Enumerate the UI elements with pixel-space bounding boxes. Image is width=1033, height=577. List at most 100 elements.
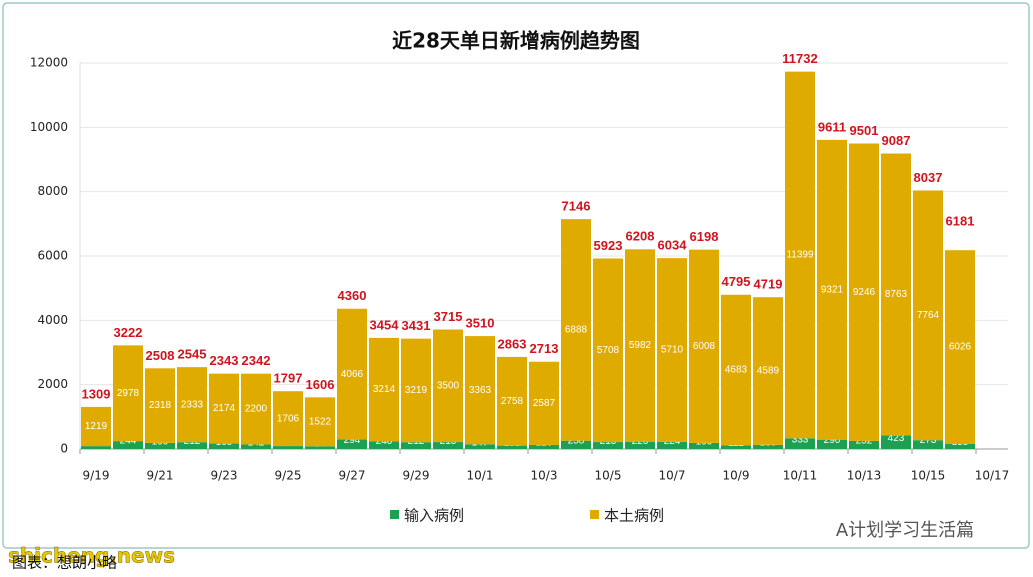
bar-segment: [529, 361, 559, 445]
bar-segment: [593, 442, 623, 449]
inner-label: 9246: [853, 287, 876, 298]
y-tick-label: 8000: [37, 184, 68, 198]
bar-segment: [785, 71, 815, 439]
total-label: 6181: [946, 214, 975, 229]
inner-label: 3219: [405, 385, 428, 396]
total-label: 9087: [882, 133, 911, 148]
total-label: 1797: [274, 371, 303, 386]
inner-label: 2200: [245, 404, 268, 415]
bar-segment: [561, 219, 591, 441]
bar-segment: [625, 249, 655, 442]
x-tick-label: 10/5: [595, 469, 622, 483]
bar-segment: [337, 439, 367, 449]
inner-label: 333: [792, 434, 809, 445]
inner-label: 4589: [757, 366, 780, 377]
y-tick-label: 6000: [37, 249, 68, 263]
inner-label: 2978: [117, 388, 140, 399]
inner-label: 5710: [661, 345, 684, 356]
bar-segment: [689, 442, 719, 449]
total-label: 2863: [498, 336, 527, 351]
y-tick-label: 10000: [30, 120, 68, 134]
inner-label: 423: [888, 433, 905, 444]
inner-label: 2174: [213, 403, 236, 414]
total-label: 6034: [658, 238, 688, 253]
watermark: shicheng.news: [8, 544, 175, 568]
total-label: 2343: [210, 353, 239, 368]
x-tick-label: 10/11: [783, 469, 818, 483]
bar-segment: [593, 258, 623, 443]
bar-segment: [785, 438, 815, 449]
bar-segment: [817, 139, 847, 440]
x-tick-label: 9/29: [403, 469, 430, 483]
bar-segment: [81, 446, 111, 449]
bar-segment: [145, 368, 175, 443]
bar-segment: [945, 250, 975, 445]
bar-segment: [465, 336, 495, 445]
bar-segment: [497, 356, 527, 446]
bar-segment: [881, 153, 911, 436]
inner-label: 1706: [277, 413, 300, 424]
total-label: 3431: [402, 318, 431, 333]
legend-swatch: [590, 510, 599, 519]
bar-segment: [369, 337, 399, 442]
bar-segment: [721, 445, 751, 449]
chart-title: 近28天单日新增病例趋势图: [392, 29, 640, 53]
legend-label: 输入病例: [404, 507, 464, 525]
inner-label: 9321: [821, 284, 844, 295]
bar-segment: [305, 446, 335, 449]
total-label: 6208: [626, 229, 655, 244]
inner-label: 6026: [949, 342, 972, 353]
bar-segment: [177, 442, 207, 449]
x-tick-label: 10/17: [975, 469, 1010, 483]
inner-label: 2587: [533, 398, 556, 409]
y-tick-label: 0: [60, 442, 68, 456]
total-label: 2342: [242, 353, 271, 368]
total-label: 4719: [754, 277, 783, 292]
y-tick-label: 4000: [37, 313, 68, 327]
inner-label: 1522: [309, 416, 332, 427]
inner-label: 252: [856, 436, 873, 447]
bar-segment: [401, 442, 431, 449]
bar-segment: [657, 258, 687, 442]
x-tick-label: 10/9: [723, 469, 750, 483]
bar-segment: [273, 391, 303, 447]
legend-swatch: [390, 510, 399, 519]
total-label: 2508: [146, 348, 175, 363]
total-label: 11732: [782, 51, 817, 66]
bar-segment: [625, 441, 655, 449]
bar-segment: [241, 444, 271, 449]
inner-label: 3500: [437, 380, 460, 391]
x-tick-label: 9/23: [211, 469, 238, 483]
inner-label: 11399: [786, 250, 814, 261]
inner-label: 244: [120, 436, 137, 447]
bar-segment: [113, 345, 143, 442]
inner-label: 240: [376, 436, 393, 447]
inner-label: 2758: [501, 396, 524, 407]
total-label: 3715: [434, 309, 463, 324]
bar-segment: [145, 442, 175, 449]
inner-label: 290: [824, 435, 841, 446]
inner-label: 2333: [181, 399, 204, 410]
bar-segment: [849, 143, 879, 441]
inner-label: 5982: [629, 340, 652, 351]
source: 图表：想朗小略: [12, 554, 117, 572]
inner-label: 4683: [725, 365, 748, 376]
bar-segment: [561, 440, 591, 449]
bar-segment: [177, 367, 207, 443]
x-tick-label: 10/15: [911, 469, 946, 483]
total-label: 9501: [850, 123, 879, 138]
bar-segment: [81, 406, 111, 447]
bar-segment: [497, 445, 527, 449]
total-label: 8037: [914, 170, 943, 185]
bar-segment: [337, 308, 367, 440]
y-tick-label: 12000: [30, 56, 68, 70]
total-label: 3222: [114, 325, 143, 340]
bar-segment: [753, 444, 783, 449]
total-label: 6198: [690, 229, 719, 244]
inner-label: 3363: [469, 385, 492, 396]
inner-label: 8763: [885, 289, 908, 300]
total-label: 3454: [370, 317, 400, 332]
bar-segment: [209, 373, 239, 444]
total-label: 2545: [178, 347, 207, 362]
